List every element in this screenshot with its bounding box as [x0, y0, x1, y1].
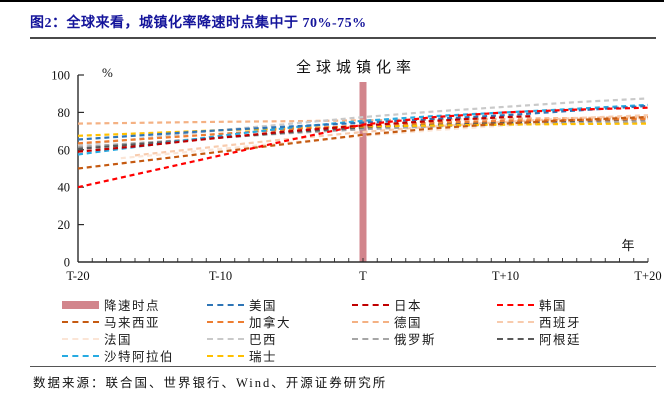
legend-item-1: 日本 — [352, 295, 497, 314]
legend-label: 德国 — [394, 316, 423, 330]
legend-item-0: 美国 — [207, 295, 352, 314]
series-line-11 — [77, 103, 649, 156]
series-line-6 — [134, 114, 649, 157]
series-line-3 — [77, 116, 649, 170]
legend-label: 沙特阿拉伯 — [104, 350, 175, 364]
legend-label: 韩国 — [539, 299, 568, 313]
x-tick-label: T — [359, 269, 367, 283]
x-tick-label: T-20 — [66, 269, 89, 283]
legend-label: 加拿大 — [249, 316, 292, 330]
legend-label: 日本 — [394, 299, 423, 313]
legend-item-2: 韩国 — [497, 295, 628, 314]
data-source-note: 数据来源：联合国、世界银行、Wind、开源证券研究所 — [33, 376, 388, 390]
x-tick-label: T+20 — [634, 269, 661, 283]
y-tick-label: 0 — [64, 256, 70, 270]
chart-annotation: 全球城镇化率 — [296, 58, 416, 76]
legend-item-6: 西班牙 — [497, 312, 628, 331]
legend-swatch-7 — [62, 337, 99, 340]
legend-item-11: 沙特阿拉伯 — [62, 346, 207, 365]
legend-swatch-9 — [352, 337, 389, 340]
legend-label: 阿根廷 — [539, 333, 582, 347]
legend-swatch-0 — [207, 303, 244, 306]
top-border-rule — [0, 0, 664, 2]
x-tick-label: T-10 — [209, 269, 232, 283]
series-line-5 — [77, 116, 649, 125]
legend-swatch-4 — [207, 320, 244, 323]
legend-label: 俄罗斯 — [394, 333, 437, 347]
legend-label: 法国 — [104, 333, 133, 347]
title-underline-rule — [30, 37, 656, 39]
y-unit-label: % — [102, 65, 113, 80]
y-tick-label: 40 — [58, 181, 71, 195]
legend-swatch-3 — [62, 320, 99, 323]
legend-swatch-marker — [62, 300, 99, 309]
legend-swatch-5 — [352, 320, 389, 323]
legend-label: 西班牙 — [539, 316, 582, 330]
legend-label: 降速时点 — [104, 299, 161, 313]
legend-swatch-10 — [497, 337, 534, 340]
legend-item-5: 德国 — [352, 312, 497, 331]
legend-swatch-6 — [497, 320, 534, 323]
y-tick-label: 60 — [58, 143, 71, 157]
series-line-0 — [77, 104, 649, 141]
x-unit-label: 年 — [621, 238, 634, 253]
legend-item-3: 马来西亚 — [62, 312, 207, 331]
legend-swatch-8 — [207, 337, 244, 340]
legend-item-7: 法国 — [62, 329, 207, 348]
legend-label: 瑞士 — [249, 350, 278, 364]
figure-title: 图2：全球来看，城镇化率降速时点集中于 70%-75% — [30, 16, 367, 31]
legend-swatch-1 — [352, 303, 389, 306]
y-tick-label: 20 — [58, 218, 71, 232]
legend-label: 巴西 — [249, 333, 278, 347]
chart-legend: 降速时点 美国 日本 韩国 马来西亚 加拿大 德国 西班牙 法国 巴西 俄罗斯 … — [62, 296, 628, 364]
urbanization-line-chart: 0 20 40 60 80 100 T-20 T-10 T T+10 T+20% 年 全球城镇化率 — [51, 58, 661, 283]
legend-item-marker: 降速时点 — [62, 295, 207, 314]
legend-item-4: 加拿大 — [207, 312, 352, 331]
legend-swatch-12 — [207, 354, 244, 357]
legend-item-9: 俄罗斯 — [352, 329, 497, 348]
x-tick-label: T+10 — [492, 269, 519, 283]
series-line-8 — [77, 97, 649, 147]
legend-label: 美国 — [249, 299, 278, 313]
legend-item-10: 阿根廷 — [497, 329, 628, 348]
series-line-1 — [77, 115, 535, 153]
source-divider-rule — [30, 366, 656, 367]
legend-item-12: 瑞士 — [207, 346, 352, 365]
legend-label: 马来西亚 — [104, 316, 161, 330]
y-tick-label: 100 — [51, 69, 70, 83]
legend-swatch-11 — [62, 354, 99, 357]
deceleration-marker-bar — [359, 82, 367, 262]
series-line-7 — [120, 117, 649, 160]
y-tick-label: 80 — [58, 106, 71, 120]
legend-swatch-2 — [497, 303, 534, 306]
legend-item-8: 巴西 — [207, 329, 352, 348]
series-line-2 — [77, 106, 649, 189]
